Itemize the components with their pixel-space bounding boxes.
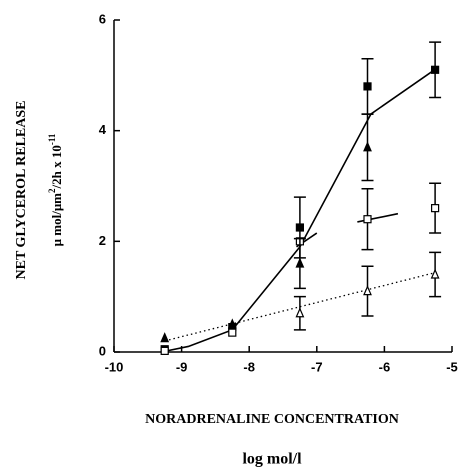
x-tick-label: -5	[446, 359, 458, 374]
point	[160, 346, 169, 355]
point	[227, 318, 237, 329]
x-tick-label: -10	[105, 359, 124, 374]
y-tick-label: 4	[99, 122, 107, 137]
x-label: NORADRENALINE CONCENTRATION	[145, 412, 399, 427]
x-tick-label: -8	[243, 359, 255, 374]
point	[228, 328, 237, 337]
x-tick-label: -7	[311, 359, 323, 374]
point	[295, 257, 305, 268]
point	[431, 65, 440, 74]
y-label: NET GLYCEROL RELEASE	[14, 101, 29, 280]
y-label-part: -11	[47, 133, 57, 145]
y-tick-label: 6	[99, 11, 106, 26]
point	[363, 215, 372, 224]
y-label-units: μ mol/μm2/2h x 10-11	[47, 133, 64, 246]
y-tick-label: 0	[99, 343, 106, 358]
point	[363, 141, 372, 152]
y-label-part: μ mol/μm	[49, 193, 64, 247]
x-label-units: log mol/l	[242, 451, 302, 468]
point	[363, 285, 372, 296]
point	[295, 223, 304, 232]
fit-line	[164, 271, 439, 342]
y-label-part: /2h x 10	[49, 145, 64, 189]
y-tick-label: 2	[99, 233, 106, 248]
point	[431, 204, 440, 213]
x-tick-label: -6	[379, 359, 391, 374]
point	[363, 82, 372, 91]
fit-line	[296, 212, 399, 248]
x-tick-label: -9	[176, 359, 188, 374]
point	[295, 307, 305, 318]
point	[160, 332, 170, 343]
fit-line	[161, 66, 439, 353]
point	[430, 268, 440, 279]
y-label-part: 2	[47, 188, 57, 193]
